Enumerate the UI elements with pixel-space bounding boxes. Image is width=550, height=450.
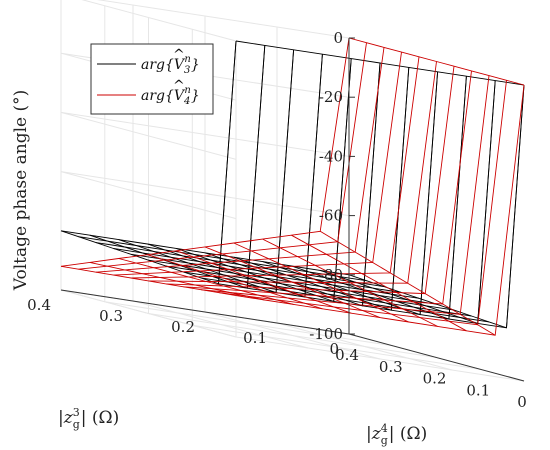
v3-mesh-line [95,242,385,288]
v4-mesh-line [60,265,237,297]
y-axis-line [60,289,350,335]
y-tick-label: 0.1 [243,329,267,347]
v4-mesh-line [147,254,323,310]
x-axis-label-pre: |z [366,424,382,444]
legend-v3-V: V [174,57,186,73]
legend: arg{V3n} ^ arg{V4n} ^ [90,43,214,115]
y-tick-label: 0.2 [171,318,195,336]
x-tick-label: 0 [517,393,527,411]
y-axis-label-sub: g [73,418,80,431]
z-tick-label: -60 [319,207,343,225]
z-tick-label: 0 [333,29,343,47]
v3-mesh-line [113,248,402,293]
y-axis-label-sup: 3 [73,406,80,419]
grid-line [60,289,237,338]
x-axis-label-sub: g [381,434,388,447]
y-tick-label: 0 [329,340,339,358]
v4-mesh-line [204,246,381,319]
v3-mesh-line [130,253,420,299]
v3-mesh-line [448,76,467,320]
v4-mesh-line [348,37,525,86]
x-axis-label: |zg4| (Ω) [366,422,427,447]
x-tick-label: 0.1 [466,381,490,399]
v3-mesh-line [60,230,350,276]
v3-mesh-line [200,277,490,323]
v3-mesh-line [390,67,410,311]
z-tick-label: -20 [319,88,343,106]
v3-mesh-line [275,49,295,293]
z-tick-label: -40 [319,147,343,165]
x-tick-label: 0.2 [423,370,447,388]
v4-mesh-line [233,242,409,323]
legend-entry-v4: arg{V4n} [141,85,200,107]
legend-entry-v3: arg{V3n} [141,54,200,76]
axes-layer [60,38,525,382]
v3-mesh-line [419,71,439,315]
v4-mesh-line [118,258,294,305]
y-tick-label: 0.3 [99,307,123,325]
v3-mesh-line [78,236,367,282]
y-axis-label: |zg3| (Ω) [58,406,119,431]
y-axis-label-pre: |z [58,408,74,428]
series-v4-surface [60,37,525,336]
y-tick-label: 0.4 [27,296,51,314]
ticks-layer: 0-20-40-60-80-10000.10.20.30.40.40.30.20… [27,29,527,411]
x-axis-label-sup: 4 [381,422,388,435]
v4-mesh-line [291,234,467,332]
v4-mesh-line [262,238,438,327]
z-tick-label: -80 [319,266,343,284]
x-axis-line [348,333,525,382]
v3-mesh-line [218,40,237,284]
v3-mesh-line [362,62,381,306]
z-tick-label: -100 [309,325,343,343]
z-axis-label: Voltage phase angle (°) [11,90,31,292]
v3-mesh-line [183,271,472,317]
v3-mesh-line [333,58,352,302]
grid-line [104,301,393,347]
grid-line [132,300,309,349]
v3-mesh-line [304,54,323,298]
x-tick-label: 0.4 [335,346,359,364]
v3-mesh-line [477,80,496,324]
legend-v4-V: V [174,88,186,104]
v4-mesh-line [89,261,265,301]
legend-v3-hat: ^ [173,47,185,63]
y-axis-label-post: | (Ω) [81,408,120,428]
v4-mesh-line [176,250,352,314]
x-axis-label-post: | (Ω) [389,424,428,444]
v3-mesh-line [506,84,525,328]
v3-mesh-line [246,45,266,289]
v4-mesh-line [319,230,496,336]
legend-box [90,43,214,115]
grid-line [148,313,437,358]
x-tick-label: 0.3 [379,358,403,376]
v3-mesh-line [165,265,455,311]
legend-v4-hat: ^ [173,78,185,94]
